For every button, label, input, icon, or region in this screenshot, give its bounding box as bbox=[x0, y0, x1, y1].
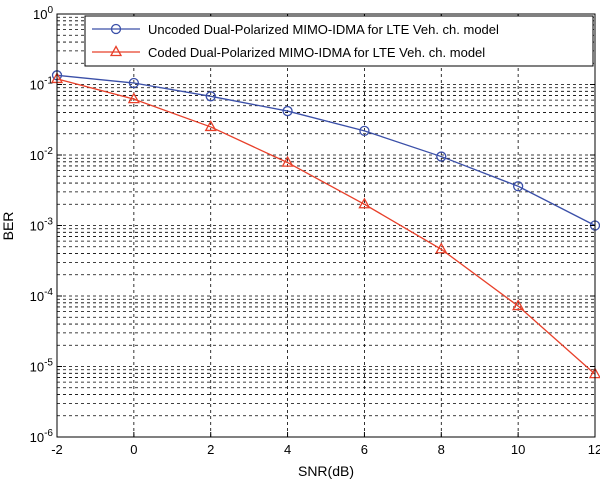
data-point-circle bbox=[359, 125, 370, 137]
y-tick-label: 10-6 bbox=[30, 428, 54, 445]
x-axis-label: SNR(dB) bbox=[298, 463, 354, 479]
legend: Uncoded Dual-Polarized MIMO-IDMA for LTE… bbox=[84, 15, 594, 67]
x-tick-label: 12 bbox=[588, 442, 600, 457]
data-point-circle bbox=[205, 91, 216, 102]
x-tick-label: 2 bbox=[207, 442, 214, 457]
data-point-triangle bbox=[204, 120, 217, 132]
data-point-circle bbox=[128, 77, 140, 89]
grid-lines bbox=[57, 14, 595, 437]
data-point-circle bbox=[512, 181, 524, 192]
x-tick-label: 8 bbox=[438, 442, 445, 457]
y-tick-label: 10-4 bbox=[30, 287, 54, 304]
series-line-1 bbox=[56, 78, 596, 375]
plot-background bbox=[57, 14, 595, 437]
series-group bbox=[50, 70, 600, 379]
x-tick-label: 6 bbox=[361, 442, 368, 457]
legend-label-uncoded: Uncoded Dual-Polarized MIMO-IDMA for LTE… bbox=[148, 22, 499, 37]
legend-box bbox=[84, 15, 594, 67]
y-tick-label: 10-3 bbox=[30, 217, 54, 234]
y-tick-label: 100 bbox=[33, 5, 53, 22]
y-tick-label: 10-1 bbox=[30, 76, 54, 93]
y-tick-label: 10-2 bbox=[30, 146, 54, 163]
legend-marker-coded bbox=[109, 45, 123, 57]
data-point-triangle bbox=[512, 299, 525, 311]
data-point-triangle bbox=[281, 155, 294, 167]
data-point-triangle bbox=[358, 197, 371, 209]
legend-label-coded: Coded Dual-Polarized MIMO-IDMA for LTE V… bbox=[148, 45, 485, 60]
data-point-circle bbox=[436, 151, 447, 162]
x-tick-label: 10 bbox=[511, 442, 525, 457]
data-point-triangle bbox=[127, 92, 140, 104]
x-tick-label: 4 bbox=[284, 442, 291, 457]
x-tick-label: -2 bbox=[51, 442, 63, 457]
data-point-circle bbox=[282, 105, 293, 117]
y-axis-label: BER bbox=[0, 212, 16, 241]
series-line-0 bbox=[56, 74, 596, 227]
x-tick-label: 0 bbox=[130, 442, 137, 457]
y-tick-label: 10-5 bbox=[30, 358, 54, 375]
axis-ticks: -2 0 2 4 6 8 10 12 10-6 10-5 10-4 10-3 10-2 10-1 100 bbox=[30, 5, 600, 457]
data-point-triangle bbox=[435, 242, 448, 254]
legend-marker-uncoded bbox=[110, 23, 122, 35]
